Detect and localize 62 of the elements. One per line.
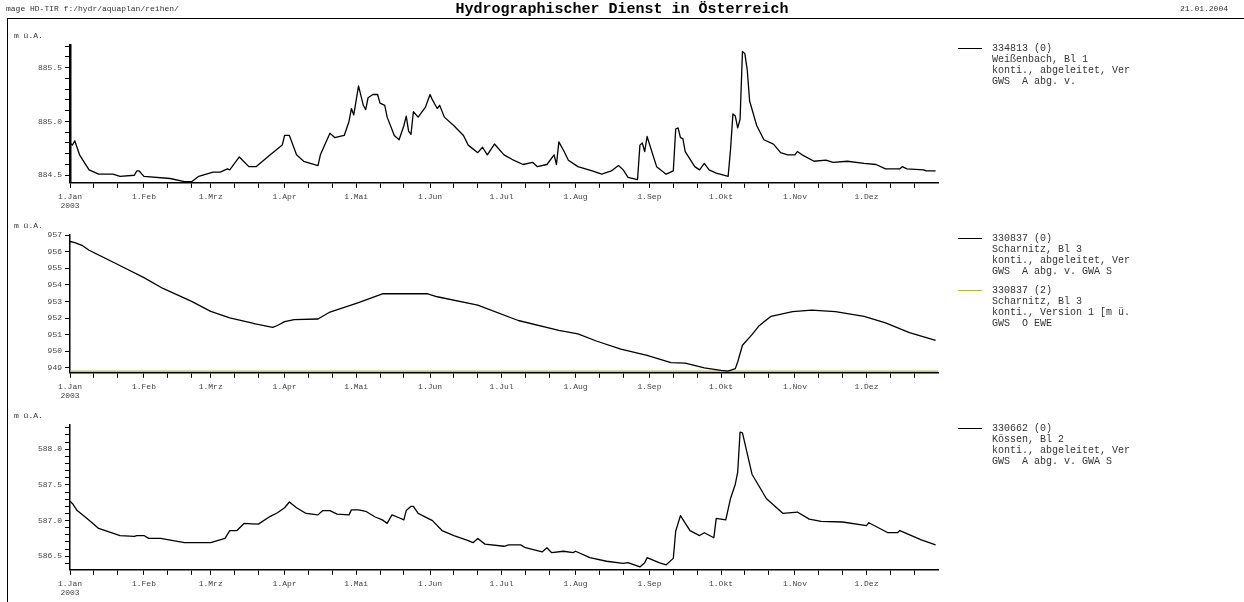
x-tick-label: 1.Nov: [782, 191, 808, 201]
y-tick-label: 885.5: [37, 62, 63, 72]
x-tick-label: 1.Jul: [489, 578, 514, 588]
x-tick-label: 1.Dez: [854, 381, 879, 391]
x-tick-label: 1.Okt: [708, 191, 734, 201]
x-tick-label: 1.Apr: [272, 381, 297, 391]
y-tick-label: 954: [47, 279, 63, 289]
y-tick-label: 955: [47, 263, 63, 273]
y-tick-label: 949: [47, 362, 63, 372]
x-tick-label: 1.Jun: [418, 191, 443, 201]
x-tick-label: 1.Feb: [131, 381, 157, 391]
legend-label: 330662 (0) Kössen, Bl 2 konti., abgeleitet, Ver GWS A abg. v. GWA S: [992, 423, 1131, 467]
y-tick-label: 586.5: [37, 551, 63, 561]
y-axis-title: m ü.A.: [14, 221, 43, 231]
x-tick-label: 1.Feb: [131, 191, 157, 201]
legend-label: 330837 (2) Scharnitz, Bl 3 konti., Version 1 [m ü. GWS O EWE: [992, 285, 1131, 329]
x-tick-label: 1.Jun: [418, 381, 443, 391]
x-tick-label: 1.Dez: [854, 191, 879, 201]
y-tick-label: 951: [47, 329, 63, 339]
x-tick-label: 1.Sep: [637, 578, 662, 588]
y-tick-label: 952: [47, 313, 63, 323]
x-tick-label: 1.Sep: [637, 191, 662, 201]
x-tick-label: 1.Aug: [563, 191, 588, 201]
y-axis-title: m ü.A.: [14, 31, 43, 41]
x-tick-label: 1.Mai: [344, 381, 369, 391]
x-tick-label: 1.Okt: [708, 578, 734, 588]
x-tick-label: 1.Nov: [782, 578, 808, 588]
x-tick-label: 1.Jul: [489, 381, 514, 391]
x-tick-label: 1.Dez: [854, 578, 879, 588]
y-tick-label: 587.0: [37, 515, 63, 525]
x-tick-label: 1.Mrz: [198, 191, 223, 201]
legend-label: 330837 (0) Scharnitz, Bl 3 konti., abgeleitet, Ver GWS A abg. v. GWA S: [992, 233, 1131, 277]
y-tick-label: 950: [47, 346, 63, 356]
text: 21.01.2004: [1179, 4, 1228, 13]
x-tick-label: 1.Mai: [344, 191, 369, 201]
y-tick-label: 884.5: [37, 170, 63, 180]
x-tick-label: 1.Apr: [272, 191, 297, 201]
x-tick-label: 1.Jun: [418, 578, 443, 588]
y-tick-label: 956: [47, 246, 63, 256]
x-tick-label: 1.Mai: [344, 578, 369, 588]
x-tick-label: 1.Aug: [563, 381, 588, 391]
x-tick-label: 1.Jul: [489, 191, 514, 201]
x-tick-label: 1.Aug: [563, 578, 588, 588]
y-axis-title: m ü.A.: [14, 411, 43, 421]
y-tick-label: 885.0: [37, 116, 63, 126]
x-tick-label: 1.Sep: [637, 381, 662, 391]
x-tick-label: 1.Feb: [131, 578, 157, 588]
y-tick-label: 953: [47, 296, 63, 306]
y-tick-label: 588.0: [37, 444, 63, 454]
text: mage HD-TIR f:/hydr/aquaplan/reihen/: [6, 4, 179, 13]
y-tick-label: 957: [47, 230, 63, 240]
x-tick-label: 1.Nov: [782, 381, 808, 391]
x-tick-label: 1.Jan 2003: [57, 578, 83, 598]
y-tick-label: 587.5: [37, 480, 63, 490]
x-tick-label: 1.Jan 2003: [57, 381, 83, 401]
legend-label: 334813 (0) Weißenbach, Bl 1 konti., abgeleitet, Ver GWS A abg. v.: [992, 43, 1131, 87]
chart-title: Hydrographischer Dienst in Österreich: [455, 1, 789, 18]
x-tick-label: 1.Okt: [708, 381, 734, 391]
x-tick-label: 1.Jan 2003: [57, 191, 83, 211]
x-tick-label: 1.Mrz: [198, 381, 223, 391]
x-tick-label: 1.Apr: [272, 578, 297, 588]
x-tick-label: 1.Mrz: [198, 578, 223, 588]
